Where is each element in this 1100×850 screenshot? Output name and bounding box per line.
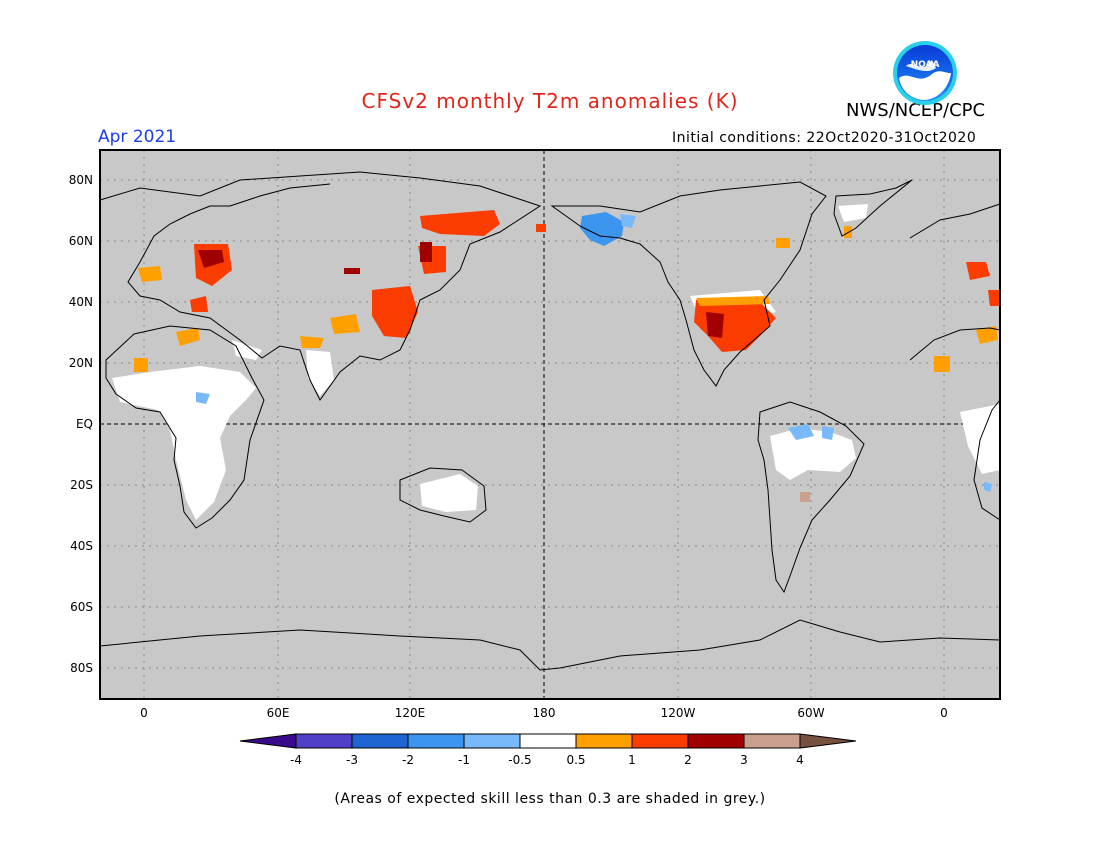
skill-footnote: (Areas of expected skill less than 0.3 a… [334, 791, 766, 807]
equator-dateline [100, 150, 1000, 699]
colorbar-label: -2 [402, 753, 414, 767]
lat-label: 80N [69, 173, 93, 187]
lat-label: 40N [69, 295, 93, 309]
colorbar-label: 1 [628, 753, 636, 767]
lon-label: 120W [661, 706, 696, 720]
colorbar-swatch [575, 733, 633, 749]
colorbar-low-end [239, 733, 297, 749]
map-frame [99, 149, 1001, 700]
colorbar-label: -0.5 [508, 753, 531, 767]
lon-label: 60E [267, 706, 290, 720]
colorbar-swatch [519, 733, 577, 749]
colorbar-swatch [687, 733, 745, 749]
colorbar-label: -3 [346, 753, 358, 767]
colorbar-swatch [631, 733, 689, 749]
colorbar-swatch [743, 733, 801, 749]
lat-label: 80S [70, 661, 93, 675]
noaa-logo: NOAA [893, 41, 957, 105]
latitude-labels: 80N 60N 40N 20N EQ 20S 40S 60S 80S [69, 173, 93, 675]
map-title: CFSv2 monthly T2m anomalies (K) [361, 89, 739, 113]
colorbar-swatch [351, 733, 409, 749]
longitude-labels: 0 60E 120E 180 120W 60W 0 [140, 706, 948, 720]
lon-label: 60W [797, 706, 824, 720]
colorbar-high-end [799, 733, 857, 749]
lon-label: 0 [140, 706, 148, 720]
lat-label: EQ [76, 417, 93, 431]
lat-label: 60S [70, 600, 93, 614]
colorbar-label: 0.5 [566, 753, 585, 767]
forecast-month: Apr 2021 [98, 127, 177, 147]
colorbar-label: 3 [740, 753, 748, 767]
colorbar-label: -4 [290, 753, 302, 767]
lat-label: 40S [70, 539, 93, 553]
lat-label: 60N [69, 234, 93, 248]
lon-label: 0 [940, 706, 948, 720]
coastlines [99, 171, 1001, 671]
colorbar-labels: -4 -3 -2 -1 -0.5 0.5 1 2 3 4 [290, 753, 804, 767]
colorbar-label: 4 [796, 753, 804, 767]
initial-conditions: Initial conditions: 22Oct2020-31Oct2020 [672, 130, 977, 146]
colorbar-swatch [463, 733, 521, 749]
lat-label: 20N [69, 356, 93, 370]
logo-text: NOAA [911, 60, 940, 70]
colorbar-swatch [295, 733, 353, 749]
colorbar-swatch [407, 733, 465, 749]
colorbar-label: 2 [684, 753, 692, 767]
lon-label: 180 [533, 706, 556, 720]
lon-label: 120E [395, 706, 426, 720]
warm-anomaly-regions [134, 210, 1000, 502]
agency-label: NWS/NCEP/CPC [846, 100, 986, 121]
lat-label: 20S [70, 478, 93, 492]
colorbar-label: -1 [458, 753, 470, 767]
